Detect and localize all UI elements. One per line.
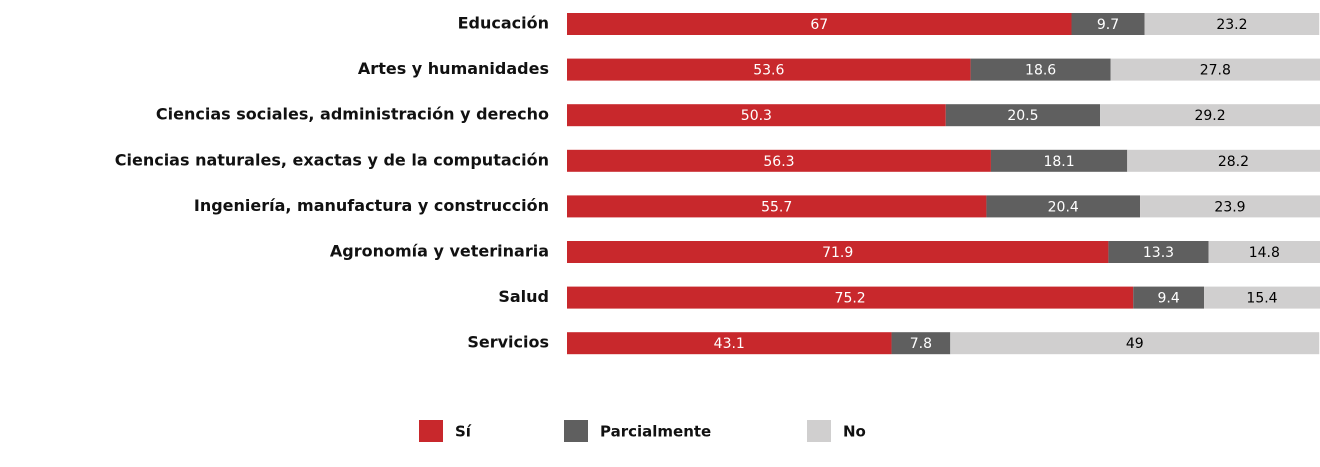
- category-label: Ciencias naturales, exactas y de la comp…: [115, 150, 549, 169]
- category-label: Salud: [498, 287, 549, 306]
- legend-label: Sí: [455, 423, 472, 441]
- bar-segment: [1208, 241, 1320, 263]
- category-label: Servicios: [467, 333, 549, 352]
- bar-segment: [891, 332, 951, 355]
- value-label: 28.2: [1218, 154, 1249, 170]
- legend-label: Parcialmente: [600, 423, 711, 441]
- legend-swatch: [564, 420, 588, 442]
- bar-segment: [1071, 13, 1145, 35]
- category-label: Artes y humanidades: [358, 59, 549, 78]
- bar-segment: [1204, 286, 1320, 309]
- value-label: 56.3: [763, 154, 794, 170]
- legend-label: No: [843, 423, 866, 441]
- category-label: Agronomía y veterinaria: [330, 242, 549, 261]
- value-label: 50.3: [741, 108, 772, 124]
- value-label: 9.7: [1097, 17, 1119, 33]
- bar-segment: [950, 332, 1320, 355]
- value-label: 49: [1126, 336, 1144, 352]
- category-label: Ingeniería, manufactura y construcción: [194, 196, 549, 215]
- category-label: Educación: [458, 14, 549, 33]
- value-label: 71.9: [822, 245, 853, 261]
- bar-segment: [567, 332, 892, 355]
- bar-segment: [567, 241, 1109, 263]
- category-label: Ciencias sociales, administración y dere…: [156, 105, 549, 124]
- value-label: 18.6: [1025, 63, 1056, 79]
- value-label: 43.1: [714, 336, 745, 352]
- value-label: 55.7: [761, 199, 792, 215]
- value-label: 67: [810, 17, 828, 33]
- bar-segment: [567, 104, 946, 127]
- legend-swatch: [419, 420, 443, 442]
- value-label: 7.8: [910, 336, 932, 352]
- value-label: 75.2: [835, 291, 866, 307]
- bar-segment: [945, 104, 1101, 127]
- bar-segment: [970, 58, 1111, 81]
- value-label: 13.3: [1143, 245, 1174, 261]
- bar-segment: [567, 58, 971, 81]
- value-label: 23.2: [1216, 17, 1247, 33]
- value-label: 23.9: [1214, 199, 1245, 215]
- bar-segment: [1100, 104, 1320, 127]
- bar-segment: [1108, 241, 1209, 263]
- bar-segment: [990, 149, 1128, 172]
- bar-segment: [1127, 149, 1320, 172]
- bar-segment: [1144, 13, 1320, 35]
- value-label: 53.6: [753, 63, 784, 79]
- bar-segment: [986, 195, 1141, 218]
- bar-segment: [1110, 58, 1320, 81]
- bar-segment: [1133, 286, 1205, 309]
- bar-segment: [1140, 195, 1320, 218]
- value-label: 20.4: [1048, 199, 1079, 215]
- value-label: 27.8: [1200, 63, 1231, 79]
- bar-segment: [567, 13, 1072, 35]
- bar-segment: [567, 149, 991, 172]
- legend-swatch: [807, 420, 831, 442]
- value-label: 29.2: [1194, 108, 1225, 124]
- bar-segment: [567, 286, 1134, 309]
- value-label: 14.8: [1249, 245, 1280, 261]
- bar-segment: [567, 195, 987, 218]
- value-label: 18.1: [1043, 154, 1074, 170]
- value-label: 20.5: [1007, 108, 1038, 124]
- value-label: 9.4: [1158, 291, 1180, 307]
- value-label: 15.4: [1246, 291, 1277, 307]
